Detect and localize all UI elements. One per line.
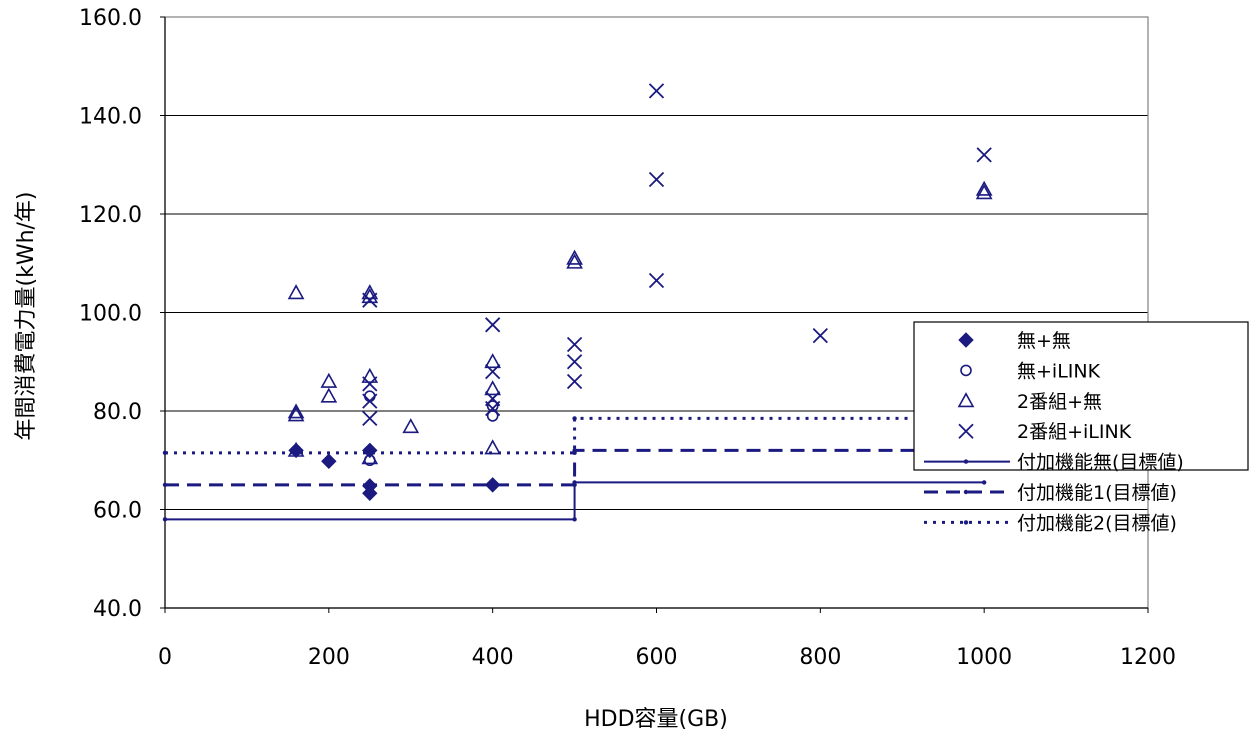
point-2-8 — [361, 367, 379, 383]
target-lines — [162, 416, 987, 522]
point-2-9 — [361, 449, 379, 465]
point-3-10 — [566, 373, 583, 390]
y-tick-label-0: 40.0 — [93, 597, 142, 622]
legend-label-0: 無+無 — [1017, 330, 1071, 352]
point-3-13 — [648, 272, 665, 289]
y-tick-label-1: 60.0 — [93, 499, 142, 524]
point-2-4 — [320, 372, 338, 388]
legend-label-5: 付加機能1(目標値) — [1017, 482, 1177, 504]
point-0-0 — [288, 442, 304, 459]
target-point-6-2 — [572, 416, 577, 421]
point-3-15 — [976, 147, 992, 163]
data-points — [287, 83, 993, 501]
x-tick-label-2: 400 — [472, 645, 514, 670]
target-point-5-1 — [572, 482, 577, 488]
legend-marker-2 — [957, 392, 975, 408]
y-tick-label-5: 140.0 — [79, 105, 142, 130]
y-axis-ticks: 40.0 60.0 80.0 100.0 120.0 140.0 160.0 — [79, 6, 165, 622]
point-3-14 — [812, 328, 828, 344]
point-1-3 — [486, 400, 499, 412]
x-tick-label-5: 1000 — [956, 645, 1012, 670]
y-axis-title: 年間消費電力量(kWh/年) — [14, 191, 39, 440]
target-point-6-0 — [162, 450, 168, 456]
point-2-14 — [566, 249, 583, 265]
x-axis-title: HDD容量(GB) — [584, 707, 728, 732]
legend-marker-3 — [958, 423, 974, 439]
point-2-3 — [287, 441, 305, 457]
point-2-16 — [975, 180, 993, 196]
legend-box — [913, 321, 1249, 471]
target-line-4 — [165, 481, 985, 521]
y-tick-label-6: 160.0 — [79, 6, 142, 31]
point-2-2 — [287, 406, 305, 422]
point-0-5 — [484, 477, 501, 493]
target-point-4-3 — [981, 480, 987, 485]
point-3-11 — [648, 83, 665, 99]
target-point-4-0 — [162, 517, 168, 522]
y-tick-label-2: 80.0 — [93, 400, 142, 425]
point-2-17 — [975, 184, 993, 200]
point-2-10 — [402, 418, 420, 434]
y-tick-label-3: 100.0 — [79, 302, 142, 327]
point-2-11 — [484, 353, 502, 369]
point-2-12 — [484, 380, 502, 396]
point-0-1 — [321, 453, 337, 469]
target-point-5-0 — [162, 482, 168, 488]
legend-marker-1 — [960, 364, 972, 377]
point-3-7 — [485, 400, 501, 417]
point-3-8 — [566, 336, 583, 353]
legend-line-dot-5 — [963, 489, 969, 495]
point-0-4 — [362, 485, 378, 501]
legend-line-dot-4 — [963, 459, 969, 464]
point-3-5 — [485, 363, 501, 380]
target-line-5 — [165, 448, 985, 487]
point-2-15 — [566, 253, 583, 269]
point-3-4 — [485, 317, 501, 333]
point-2-6 — [361, 284, 379, 300]
x-tick-label-0: 0 — [158, 645, 172, 670]
point-2-1 — [287, 403, 305, 419]
x-tick-label-4: 800 — [799, 645, 841, 670]
legend-label-4: 付加機能無(目標値) — [1017, 452, 1184, 474]
point-3-2 — [362, 393, 378, 409]
legend-line-dot-6 — [963, 520, 969, 525]
point-3-3 — [362, 410, 378, 427]
x-axis-ticks: 0 200 400 600 800 1000 1200 — [158, 608, 1176, 670]
legend-label-6: 付加機能2(目標値) — [1017, 512, 1177, 534]
point-1-1 — [363, 390, 376, 403]
point-3-0 — [362, 292, 378, 308]
point-3-12 — [648, 171, 665, 188]
legend-label-2: 2番組+無 — [1017, 391, 1102, 413]
target-point-4-1 — [572, 517, 577, 522]
y-tick-label-4: 120.0 — [79, 203, 142, 228]
target-line-6 — [165, 416, 985, 455]
point-2-0 — [287, 284, 305, 300]
point-2-13 — [484, 439, 502, 455]
x-tick-label-3: 600 — [636, 645, 678, 670]
x-tick-label-1: 200 — [308, 645, 350, 670]
legend: 無+無無+iLINK 2番組+無 2番組+iLINK 付加機能無(目標値) 付加機能1(… — [913, 321, 1249, 534]
target-point-6-1 — [572, 450, 577, 456]
legend-label-3: 2番組+iLINK — [1017, 421, 1132, 443]
point-3-9 — [566, 354, 583, 370]
legend-marker-0 — [958, 332, 974, 348]
point-2-5 — [320, 387, 338, 403]
x-tick-label-6: 1200 — [1120, 645, 1176, 670]
legend-label-1: 無+iLINK — [1017, 360, 1101, 382]
point-3-1 — [362, 376, 378, 392]
